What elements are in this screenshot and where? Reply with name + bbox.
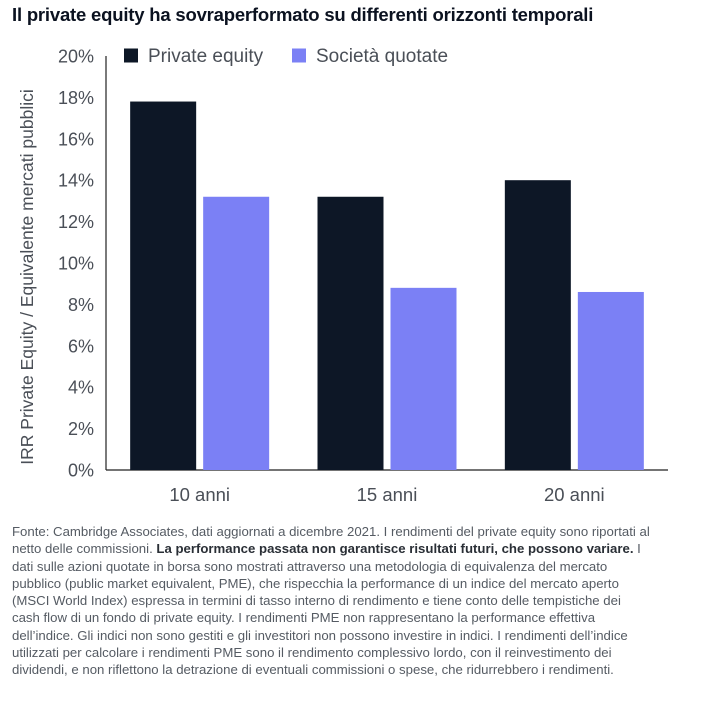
- legend-swatch: [124, 48, 138, 63]
- bar-private-equity: [130, 101, 197, 470]
- legend-label: Società quotate: [316, 46, 448, 67]
- footnote-methodology: I dati sulle azioni quotate in borsa son…: [12, 541, 641, 678]
- footnote-text: Fonte: Cambridge Associates, dati aggior…: [12, 524, 650, 557]
- y-tick-label: 4%: [68, 378, 94, 398]
- bar-societa-quotate: [577, 291, 644, 470]
- y-tick-label: 6%: [68, 336, 94, 356]
- y-tick-label: 16%: [58, 129, 94, 149]
- bar-private-equity: [317, 196, 384, 470]
- y-tick-label: 8%: [68, 295, 94, 315]
- footnote-disclaimer: La performance passata non garantisce ri…: [156, 541, 634, 557]
- legend-swatch: [292, 48, 306, 63]
- chart-title: Il private equity ha sovraperformato su …: [12, 4, 594, 25]
- x-tick-label: 15 anni: [357, 484, 418, 505]
- y-tick-label: 14%: [58, 171, 94, 191]
- x-tick-label: 10 anni: [169, 484, 230, 505]
- y-axis-label: IRR Private Equity / Equivalente mercati…: [17, 89, 37, 464]
- bar-societa-quotate: [390, 287, 457, 470]
- bar-chart: IRR Private Equity / Equivalente mercati…: [17, 46, 668, 505]
- y-tick-label: 20%: [58, 47, 94, 67]
- y-tick-label: 2%: [68, 419, 94, 439]
- y-tick-label: 12%: [58, 212, 94, 232]
- y-tick-label: 10%: [58, 254, 94, 274]
- bar-societa-quotate: [203, 196, 270, 470]
- footnote: Fonte: Cambridge Associates, dati aggior…: [12, 523, 652, 679]
- y-tick-label: 18%: [58, 88, 94, 108]
- y-tick-label: 0%: [68, 461, 94, 481]
- x-tick-label: 20 anni: [544, 484, 605, 505]
- bar-private-equity: [504, 180, 571, 470]
- legend-label: Private equity: [148, 46, 264, 67]
